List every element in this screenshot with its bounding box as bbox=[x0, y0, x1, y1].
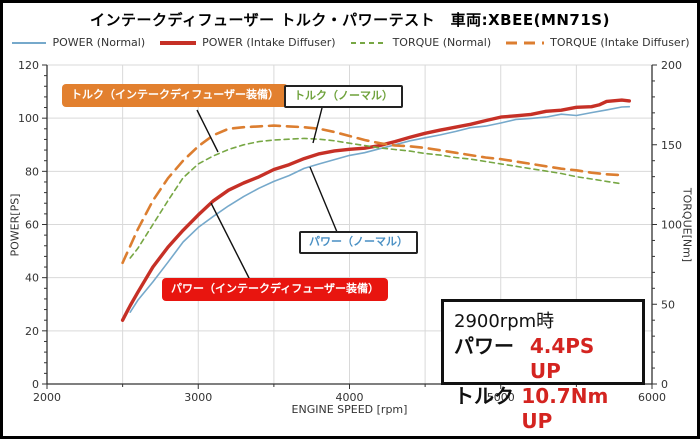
pointer-lines bbox=[196, 107, 338, 281]
y-axis-right-title: TORQUE[Nm] bbox=[680, 187, 694, 263]
result-power-value: 4.4PS UP bbox=[529, 334, 595, 383]
y-axis-left-title: POWER[PS] bbox=[8, 193, 22, 257]
legend: POWER (Normal) POWER (Intake Diffuser) T… bbox=[0, 36, 700, 49]
legend-item-power-diffuser: POWER (Intake Diffuser) bbox=[158, 36, 336, 49]
svg-text:50: 50 bbox=[661, 298, 675, 311]
torque-normal-label: トルク（ノーマル） bbox=[284, 85, 403, 108]
legend-label: TORQUE (Intake Diffuser) bbox=[550, 36, 690, 49]
axis-tick-labels: 0 20 40 60 80 100 120 0 50 100 150 200 2000 3000 4000 5… bbox=[18, 59, 682, 404]
result-title: 2900rpm時 bbox=[454, 311, 555, 332]
svg-text:80: 80 bbox=[25, 165, 39, 178]
legend-item-power-normal: POWER (Normal) bbox=[10, 36, 145, 49]
result-power-label: パワー bbox=[454, 334, 514, 358]
svg-text:60: 60 bbox=[25, 219, 39, 232]
legend-item-torque-diffuser: TORQUE (Intake Diffuser) bbox=[504, 36, 690, 49]
power-normal-label: パワー（ノーマル） bbox=[299, 231, 418, 254]
svg-text:100: 100 bbox=[661, 219, 682, 232]
result-torque-row: トルク 10.7Nm UP bbox=[454, 384, 632, 434]
svg-text:120: 120 bbox=[18, 59, 39, 72]
power-normal-line-swatch bbox=[12, 41, 47, 44]
svg-text:150: 150 bbox=[661, 139, 682, 152]
result-torque-value: 10.7Nm UP bbox=[521, 384, 609, 433]
power-diffuser-line-swatch bbox=[160, 40, 197, 45]
power-diffuser-curve bbox=[120, 98, 631, 322]
result-box: 2900rpm時 パワー 4.4PS UP トルク 10.7Nm UP bbox=[441, 299, 645, 433]
torque-diffuser-curve bbox=[121, 124, 624, 265]
torque-normal-curve bbox=[129, 137, 623, 259]
legend-label: POWER (Intake Diffuser) bbox=[202, 36, 336, 49]
torque-diffuser-line-swatch bbox=[506, 41, 545, 44]
svg-text:4000: 4000 bbox=[336, 391, 364, 404]
svg-text:40: 40 bbox=[25, 272, 39, 285]
torque-diffuser-label: トルク（インテークディフューザー装備） bbox=[62, 84, 289, 107]
svg-text:100: 100 bbox=[18, 112, 39, 125]
power-diffuser-label: パワー（インテークディフューザー装備） bbox=[162, 278, 389, 301]
legend-label: TORQUE (Normal) bbox=[392, 36, 492, 49]
x-axis-title: ENGINE SPEED [rpm] bbox=[291, 403, 408, 416]
svg-text:3000: 3000 bbox=[184, 391, 212, 404]
result-torque-label: トルク bbox=[454, 384, 514, 408]
axis-ticks bbox=[42, 64, 657, 389]
svg-text:0: 0 bbox=[661, 378, 668, 391]
legend-item-torque-normal: TORQUE (Normal) bbox=[349, 36, 492, 49]
svg-text:5000: 5000 bbox=[487, 391, 515, 404]
svg-text:20: 20 bbox=[25, 325, 39, 338]
svg-text:200: 200 bbox=[661, 59, 682, 72]
legend-label: POWER (Normal) bbox=[52, 36, 146, 49]
svg-text:0: 0 bbox=[32, 378, 39, 391]
result-power-row: パワー 4.4PS UP bbox=[454, 334, 632, 384]
power-normal-curve bbox=[129, 105, 631, 314]
torque-normal-line-swatch bbox=[350, 41, 387, 44]
chart-title: インテークディフューザー トルク・パワーテスト 車両:XBEE(MN71S) bbox=[90, 11, 610, 29]
svg-text:2000: 2000 bbox=[33, 391, 61, 404]
svg-text:6000: 6000 bbox=[638, 391, 666, 404]
